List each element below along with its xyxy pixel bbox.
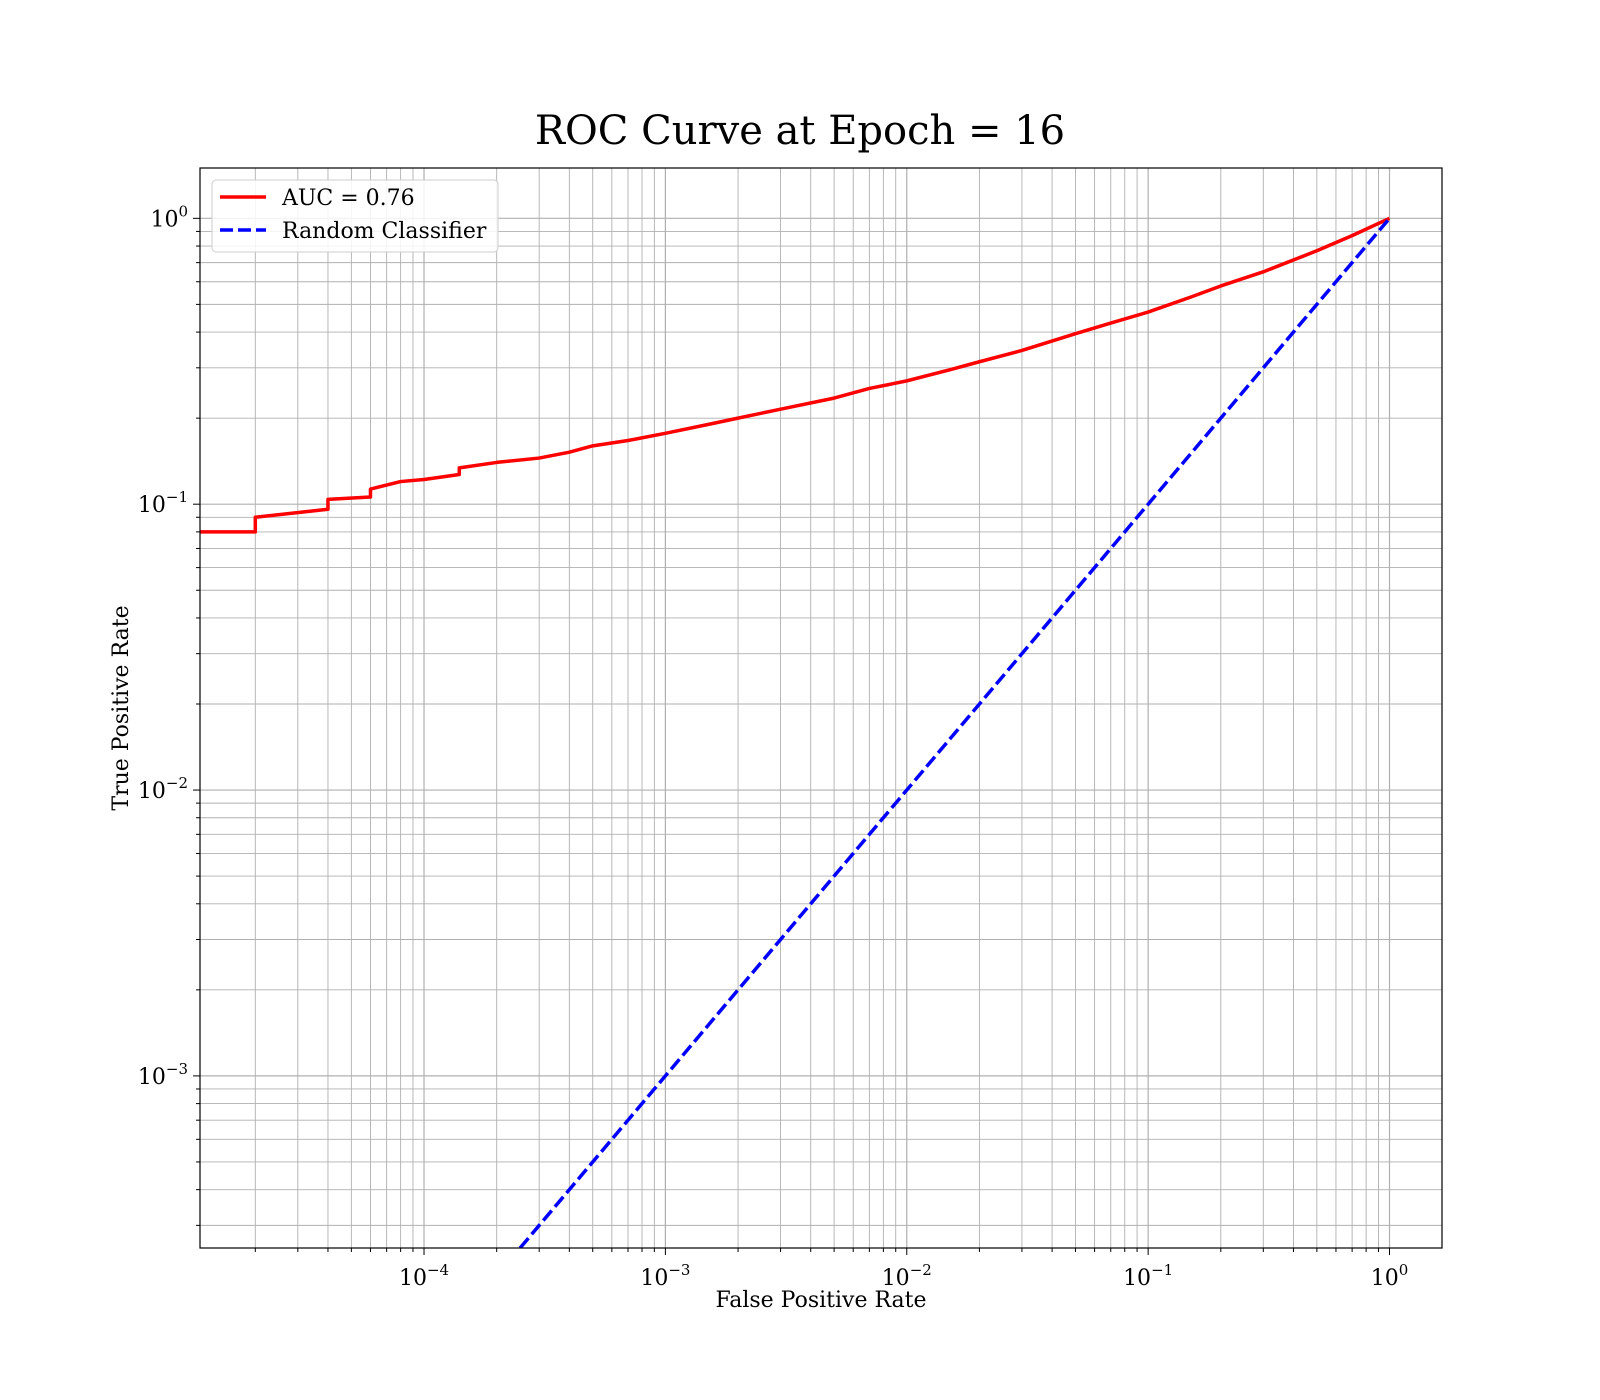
plot-frame — [199, 167, 1443, 1249]
y-tick-label: 10−1 — [138, 488, 188, 518]
x-tick-label: 10−2 — [882, 1261, 932, 1291]
legend-label-random: Random Classifier — [282, 219, 487, 244]
x-tick-label: 10−4 — [399, 1261, 449, 1291]
x-tick-label: 100 — [1371, 1261, 1409, 1291]
y-tick-label: 100 — [150, 202, 188, 232]
x-tick-label: 10−3 — [640, 1261, 690, 1291]
x-axis-label: False Positive Rate — [715, 1288, 926, 1313]
series-layer — [200, 216, 1391, 1248]
random-classifier-line — [518, 217, 1391, 1248]
legend-box — [211, 179, 499, 253]
x-tick-label: 10−1 — [1123, 1261, 1173, 1291]
chart-title: ROC Curve at Epoch = 16 — [535, 108, 1065, 154]
x-axis-ticks: 10−4 10−3 10−2 10−1 100 — [254, 1248, 1409, 1291]
y-axis-ticks: 10−3 10−2 10−1 100 — [138, 202, 200, 1226]
y-tick-label: 10−2 — [138, 774, 188, 804]
minor-gridlines — [200, 168, 1442, 1248]
legend-label-auc: AUC = 0.76 — [281, 186, 415, 211]
roc-curve-line — [200, 216, 1391, 534]
plot-area — [200, 168, 1442, 1248]
y-tick-label: 10−3 — [138, 1060, 188, 1090]
y-axis-label: True Positive Rate — [109, 605, 134, 810]
legend: AUC = 0.76 Random Classifier — [211, 179, 499, 253]
